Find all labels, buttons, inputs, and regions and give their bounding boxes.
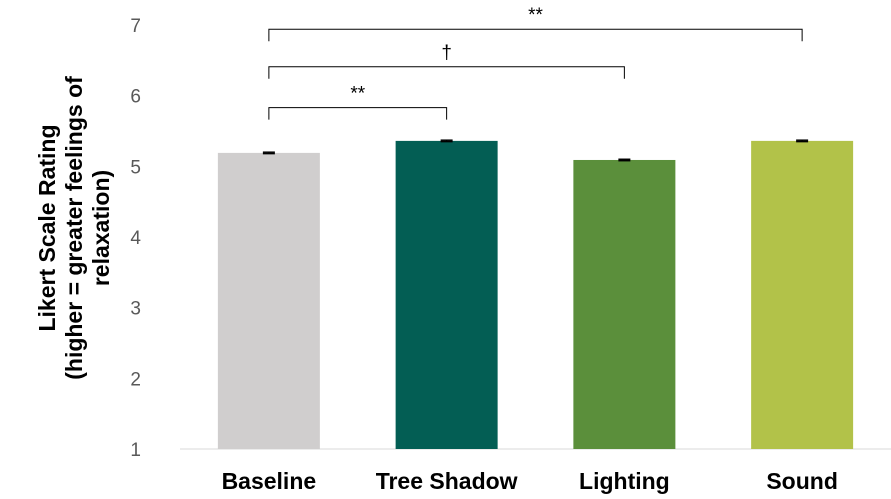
significance-label: **: [350, 84, 365, 105]
y-tick-label: 2: [130, 369, 141, 390]
y-tick-label: 4: [130, 228, 141, 249]
bar: [395, 140, 498, 450]
y-tick-label: 5: [130, 157, 141, 178]
y-tick-label: 6: [130, 87, 141, 108]
y-axis-title-line-2: (higher = greater feelings of: [61, 76, 87, 380]
category-labels: Baseline Tree Shadow Lighting Sound: [222, 468, 838, 494]
significance-label: †: [441, 43, 452, 64]
y-axis-ticks: 1 2 3 4 5 6 7: [130, 16, 141, 461]
bars: [217, 140, 854, 450]
category-label: Tree Shadow: [376, 468, 518, 494]
bar: [751, 140, 854, 450]
category-label: Baseline: [222, 468, 317, 494]
bar: [573, 159, 676, 449]
bar: [217, 152, 320, 449]
y-tick-label: 3: [130, 299, 141, 320]
y-axis-title-line-1: Likert Scale Rating: [34, 124, 60, 331]
category-label: Lighting: [579, 468, 670, 494]
significance-brackets: ** † **: [268, 5, 803, 120]
significance-label: **: [528, 5, 543, 26]
significance-bracket: [268, 107, 448, 120]
y-axis-title: Likert Scale Rating (higher = greater fe…: [34, 76, 114, 380]
y-tick-label: 1: [130, 440, 141, 461]
y-tick-label: 7: [130, 16, 141, 37]
significance-bracket: [268, 66, 625, 79]
significance-bracket: [268, 28, 803, 42]
category-label: Sound: [766, 468, 838, 494]
y-axis-title-line-3: relaxation): [88, 170, 114, 286]
error-bars: [262, 139, 809, 162]
